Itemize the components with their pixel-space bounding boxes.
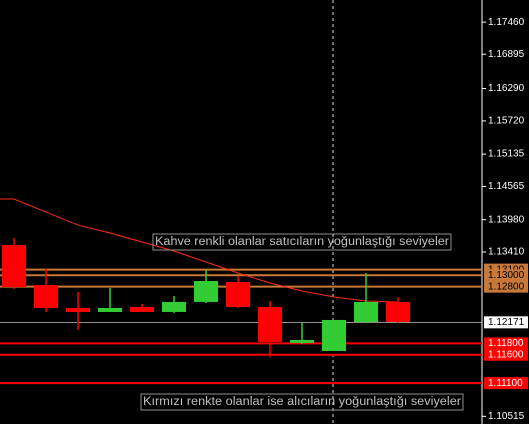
level-label: 1.12800 [488, 281, 525, 292]
annotation-box [152, 233, 452, 251]
level-label: 1.11100 [488, 378, 523, 389]
y-tick-label: 1.14565 [488, 181, 525, 192]
y-tick-label: 1.10515 [488, 411, 525, 422]
candle-body [194, 281, 218, 302]
level-label-box [484, 337, 528, 350]
candle-body [130, 306, 154, 312]
level-label-box [484, 348, 528, 361]
level-label-box [484, 280, 528, 293]
y-tick-label: 1.17460 [488, 17, 525, 28]
candle-body [322, 319, 346, 351]
y-tick-label: 1.15720 [488, 116, 525, 127]
current-price-label: 1.12171 [488, 317, 525, 328]
y-tick-label: 1.16895 [488, 49, 525, 60]
moving-average [0, 198, 399, 303]
level-label-box [484, 377, 528, 390]
level-label: 1.13000 [488, 270, 525, 281]
level-label: 1.11800 [488, 338, 524, 349]
candle-body [226, 281, 250, 307]
y-tick-label: 1.13980 [488, 214, 525, 225]
candle-body [386, 301, 410, 323]
candle-body [98, 307, 122, 312]
candle-body [354, 301, 378, 323]
candle-body [2, 245, 26, 287]
annotation: Kahve renkli olanlar satıcıların yoğunla… [155, 236, 449, 248]
level-label-box [484, 269, 528, 282]
y-tick-label: 1.13410 [488, 247, 525, 258]
y-tick-label: 1.15135 [488, 149, 525, 160]
candle-body [258, 306, 282, 342]
y-tick-label: 1.16290 [488, 83, 525, 94]
candle-body [34, 284, 58, 308]
level-label: 1.11600 [488, 349, 524, 360]
annotation-box [140, 393, 464, 411]
current-price-box [484, 316, 528, 329]
candle-body [290, 339, 314, 343]
annotation: Kırmızı renkte olanlar ise alıcıların yo… [143, 396, 461, 408]
candle-body [66, 307, 90, 312]
candle-body [162, 301, 186, 312]
